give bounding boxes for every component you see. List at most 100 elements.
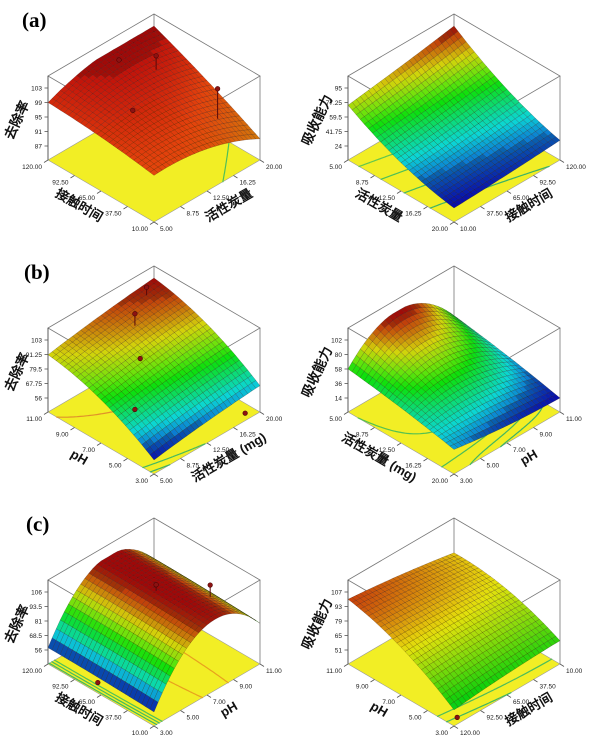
svg-text:16.25: 16.25 [405,463,422,470]
svg-text:59.5: 59.5 [329,114,342,121]
surface-plot-b-right: 102 80 58 36 14 5.00 8.75 12.50 16.25 20.00 3.00 5.… [298,265,582,485]
svg-text:10.00: 10.00 [132,730,149,737]
svg-text:16.25: 16.25 [405,211,422,218]
svg-text:37.50: 37.50 [105,211,122,218]
svg-text:106: 106 [31,589,42,596]
surface-plot-a-right: 95 77.25 59.5 41.75 24 5.00 8.75 12.50 16.25 20.0… [298,13,586,233]
svg-text:67.75: 67.75 [26,381,43,388]
svg-text:79: 79 [335,618,343,625]
svg-text:58: 58 [335,366,343,373]
svg-text:活性炭量: 活性炭量 [202,186,254,225]
svg-text:65: 65 [335,633,343,640]
svg-text:95: 95 [35,114,43,121]
surface-plot-a-left: 103 99 95 91 87 120.00 92.50 65.00 37.50 10.00 5.0… [1,13,283,233]
svg-text:92.50: 92.50 [487,715,504,722]
svg-text:93.5: 93.5 [29,604,42,611]
svg-text:8.75: 8.75 [187,463,200,470]
svg-text:7.00: 7.00 [82,447,95,454]
svg-text:7.00: 7.00 [213,699,226,706]
svg-text:5.00: 5.00 [329,416,342,423]
svg-text:去除率: 去除率 [1,602,33,646]
svg-text:103: 103 [31,85,42,92]
svg-text:接触时间: 接触时间 [53,690,105,729]
svg-text:65.00: 65.00 [79,699,96,706]
panel-label-a: (a) [22,8,47,32]
svg-text:80: 80 [335,352,343,359]
svg-text:5.00: 5.00 [160,478,173,485]
svg-text:92.50: 92.50 [52,684,69,691]
svg-text:103: 103 [31,337,42,344]
surface-plot-c-right: 107 93 79 65 51 11.00 9.00 7.00 5.00 3.00 120.00 92… [298,517,583,737]
svg-text:9.00: 9.00 [540,432,553,439]
svg-text:接触时间: 接触时间 [502,186,554,225]
svg-text:3.00: 3.00 [135,478,148,485]
svg-text:11.00: 11.00 [266,668,282,675]
svg-text:65.00: 65.00 [513,699,530,706]
svg-text:65.00: 65.00 [79,195,96,202]
svg-text:95: 95 [335,85,343,92]
svg-text:7.00: 7.00 [513,447,526,454]
svg-text:92.50: 92.50 [540,180,557,187]
svg-text:5.00: 5.00 [409,715,422,722]
svg-text:12.50: 12.50 [213,447,230,454]
svg-text:120.00: 120.00 [22,668,42,675]
svg-text:7.00: 7.00 [382,699,395,706]
svg-text:8.75: 8.75 [356,180,369,187]
svg-text:20.00: 20.00 [432,478,449,485]
svg-text:93: 93 [335,604,343,611]
svg-text:吸收能力: 吸收能力 [298,344,335,400]
svg-text:3.00: 3.00 [435,730,448,737]
svg-text:5.00: 5.00 [187,715,200,722]
svg-text:37.50: 37.50 [105,715,122,722]
svg-text:91: 91 [35,129,43,136]
svg-text:9.00: 9.00 [356,684,369,691]
svg-text:14: 14 [335,395,343,402]
svg-text:81: 81 [35,618,43,625]
svg-text:9.00: 9.00 [240,684,253,691]
svg-text:79.5: 79.5 [29,366,42,373]
svg-text:去除率: 去除率 [1,98,33,142]
svg-text:12.50: 12.50 [379,447,396,454]
svg-text:36: 36 [335,381,343,388]
svg-text:56: 56 [35,647,43,654]
svg-text:10.00: 10.00 [460,226,477,233]
svg-text:5.00: 5.00 [487,463,500,470]
svg-text:11.00: 11.00 [566,416,582,423]
svg-text:5.00: 5.00 [109,463,122,470]
svg-text:5.00: 5.00 [329,164,342,171]
svg-text:87: 87 [35,143,43,150]
svg-text:77.25: 77.25 [326,100,343,107]
svg-text:107: 107 [331,589,342,596]
svg-text:8.75: 8.75 [187,211,200,218]
svg-text:3.00: 3.00 [160,730,173,737]
svg-text:51: 51 [335,647,343,654]
svg-text:37.50: 37.50 [540,684,557,691]
svg-text:10.00: 10.00 [132,226,149,233]
svg-text:16.25: 16.25 [240,180,257,187]
surface-plot-b-left: 103 91.25 79.5 67.75 56 11.00 9.00 7.00 5.00 3.00… [1,265,283,485]
svg-text:活性炭量: 活性炭量 [353,186,405,225]
panel-label-c: (c) [26,512,50,536]
svg-text:24: 24 [335,143,343,150]
svg-text:接触时间: 接触时间 [53,186,105,225]
svg-text:91.25: 91.25 [26,352,43,359]
svg-text:56: 56 [35,395,43,402]
svg-text:12.50: 12.50 [379,195,396,202]
svg-text:120.00: 120.00 [566,164,586,171]
svg-text:20.00: 20.00 [266,416,283,423]
svg-text:11.00: 11.00 [326,668,342,675]
svg-text:吸收能力: 吸收能力 [298,596,335,652]
svg-text:3.00: 3.00 [460,478,473,485]
svg-text:20.00: 20.00 [266,164,283,171]
svg-text:12.50: 12.50 [213,195,230,202]
svg-text:92.50: 92.50 [52,180,69,187]
svg-text:20.00: 20.00 [432,226,449,233]
svg-text:68.5: 68.5 [29,633,42,640]
svg-text:8.75: 8.75 [356,432,369,439]
svg-text:37.50: 37.50 [487,211,504,218]
svg-text:10.00: 10.00 [566,668,583,675]
panel-label-b: (b) [24,260,50,284]
svg-text:16.25: 16.25 [240,432,257,439]
svg-text:65.00: 65.00 [513,195,530,202]
